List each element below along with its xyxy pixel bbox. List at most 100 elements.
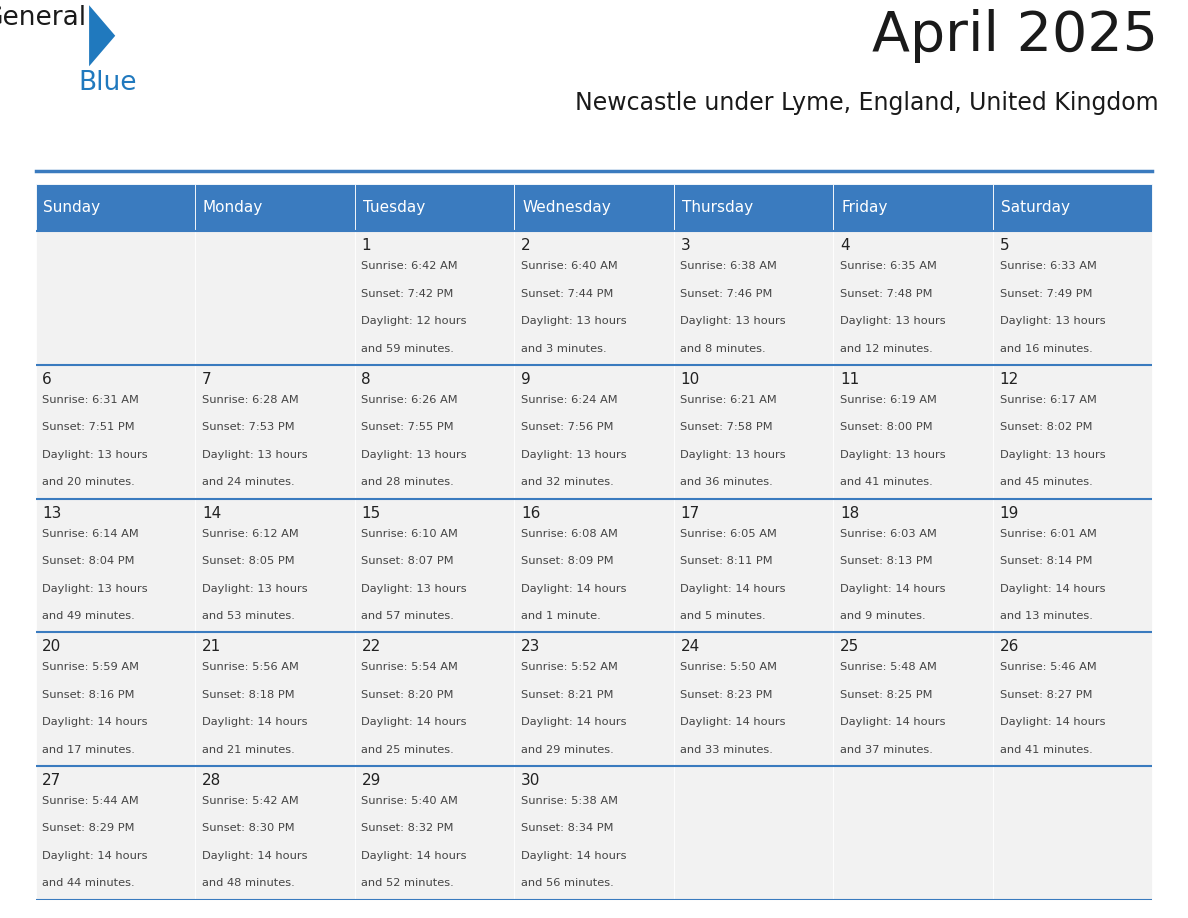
Text: 17: 17	[681, 506, 700, 521]
Text: Newcastle under Lyme, England, United Kingdom: Newcastle under Lyme, England, United Ki…	[575, 91, 1158, 115]
Text: Sunrise: 6:12 AM: Sunrise: 6:12 AM	[202, 529, 298, 539]
Bar	[993, 766, 1152, 900]
Text: Sunset: 8:23 PM: Sunset: 8:23 PM	[681, 689, 773, 700]
Text: Sunset: 8:25 PM: Sunset: 8:25 PM	[840, 689, 933, 700]
Text: and 20 minutes.: and 20 minutes.	[43, 477, 135, 487]
Text: 30: 30	[520, 773, 541, 789]
Text: Daylight: 13 hours: Daylight: 13 hours	[202, 584, 308, 594]
Text: Sunday: Sunday	[44, 200, 101, 215]
Text: 3: 3	[681, 239, 690, 253]
Text: 20: 20	[43, 640, 62, 655]
Text: Daylight: 14 hours: Daylight: 14 hours	[520, 717, 626, 727]
Text: Daylight: 13 hours: Daylight: 13 hours	[999, 316, 1105, 326]
Text: Daylight: 13 hours: Daylight: 13 hours	[361, 584, 467, 594]
Bar	[833, 365, 993, 498]
Text: and 37 minutes.: and 37 minutes.	[840, 744, 933, 755]
Text: Daylight: 13 hours: Daylight: 13 hours	[520, 450, 626, 460]
Text: Sunset: 8:20 PM: Sunset: 8:20 PM	[361, 689, 454, 700]
Text: Sunrise: 6:01 AM: Sunrise: 6:01 AM	[999, 529, 1097, 539]
Bar	[674, 633, 833, 766]
Text: and 3 minutes.: and 3 minutes.	[520, 343, 607, 353]
Text: Daylight: 14 hours: Daylight: 14 hours	[43, 851, 147, 861]
Text: Sunset: 8:14 PM: Sunset: 8:14 PM	[999, 556, 1092, 566]
Text: Sunset: 8:05 PM: Sunset: 8:05 PM	[202, 556, 295, 566]
Text: 13: 13	[43, 506, 62, 521]
Text: 16: 16	[520, 506, 541, 521]
Text: and 53 minutes.: and 53 minutes.	[202, 611, 295, 621]
Text: and 52 minutes.: and 52 minutes.	[361, 879, 454, 889]
Text: 26: 26	[999, 640, 1019, 655]
Text: Daylight: 14 hours: Daylight: 14 hours	[43, 717, 147, 727]
Text: Sunset: 8:29 PM: Sunset: 8:29 PM	[43, 823, 135, 834]
Text: 19: 19	[999, 506, 1019, 521]
Bar	[195, 498, 355, 633]
Text: Sunset: 7:48 PM: Sunset: 7:48 PM	[840, 289, 933, 299]
Text: Sunrise: 6:26 AM: Sunrise: 6:26 AM	[361, 395, 459, 405]
Text: Sunset: 7:49 PM: Sunset: 7:49 PM	[999, 289, 1092, 299]
Text: Daylight: 14 hours: Daylight: 14 hours	[202, 717, 308, 727]
Text: Sunset: 7:44 PM: Sunset: 7:44 PM	[520, 289, 613, 299]
Text: Daylight: 14 hours: Daylight: 14 hours	[520, 584, 626, 594]
Text: Sunrise: 5:40 AM: Sunrise: 5:40 AM	[361, 796, 459, 806]
Bar	[36, 365, 195, 498]
Text: and 24 minutes.: and 24 minutes.	[202, 477, 295, 487]
Bar	[674, 498, 833, 633]
Text: and 57 minutes.: and 57 minutes.	[361, 611, 454, 621]
Bar	[195, 231, 355, 365]
Text: Sunset: 8:30 PM: Sunset: 8:30 PM	[202, 823, 295, 834]
Text: Sunrise: 6:17 AM: Sunrise: 6:17 AM	[999, 395, 1097, 405]
Text: 5: 5	[999, 239, 1009, 253]
Text: Sunrise: 5:42 AM: Sunrise: 5:42 AM	[202, 796, 298, 806]
Text: and 44 minutes.: and 44 minutes.	[43, 879, 135, 889]
Text: and 48 minutes.: and 48 minutes.	[202, 879, 295, 889]
Text: Sunset: 8:02 PM: Sunset: 8:02 PM	[999, 422, 1092, 432]
Text: 24: 24	[681, 640, 700, 655]
Text: and 41 minutes.: and 41 minutes.	[999, 744, 1092, 755]
Text: Daylight: 13 hours: Daylight: 13 hours	[43, 584, 148, 594]
Bar	[355, 766, 514, 900]
Bar	[833, 766, 993, 900]
Bar	[993, 231, 1152, 365]
Text: 25: 25	[840, 640, 859, 655]
Bar	[355, 365, 514, 498]
Text: and 45 minutes.: and 45 minutes.	[999, 477, 1092, 487]
Text: Sunrise: 6:33 AM: Sunrise: 6:33 AM	[999, 262, 1097, 272]
Text: Daylight: 13 hours: Daylight: 13 hours	[840, 450, 946, 460]
Text: Sunrise: 6:19 AM: Sunrise: 6:19 AM	[840, 395, 937, 405]
Text: Sunset: 8:34 PM: Sunset: 8:34 PM	[520, 823, 613, 834]
Text: Sunset: 8:18 PM: Sunset: 8:18 PM	[202, 689, 295, 700]
Bar	[355, 633, 514, 766]
Text: 1: 1	[361, 239, 371, 253]
Text: Sunset: 7:53 PM: Sunset: 7:53 PM	[202, 422, 295, 432]
Bar	[833, 633, 993, 766]
Text: Sunset: 8:00 PM: Sunset: 8:00 PM	[840, 422, 933, 432]
Text: and 25 minutes.: and 25 minutes.	[361, 744, 454, 755]
Text: 6: 6	[43, 372, 52, 387]
Text: and 29 minutes.: and 29 minutes.	[520, 744, 614, 755]
Text: Sunrise: 6:05 AM: Sunrise: 6:05 AM	[681, 529, 777, 539]
Bar	[674, 184, 833, 231]
Bar	[195, 633, 355, 766]
Text: and 5 minutes.: and 5 minutes.	[681, 611, 766, 621]
Text: Daylight: 13 hours: Daylight: 13 hours	[202, 450, 308, 460]
Text: and 16 minutes.: and 16 minutes.	[999, 343, 1092, 353]
Text: and 28 minutes.: and 28 minutes.	[361, 477, 454, 487]
Bar	[674, 766, 833, 900]
Text: Sunset: 7:55 PM: Sunset: 7:55 PM	[361, 422, 454, 432]
Text: Daylight: 13 hours: Daylight: 13 hours	[999, 450, 1105, 460]
Bar	[674, 231, 833, 365]
Bar	[36, 766, 195, 900]
Text: Daylight: 14 hours: Daylight: 14 hours	[840, 717, 946, 727]
Text: Sunset: 7:58 PM: Sunset: 7:58 PM	[681, 422, 773, 432]
Text: Sunset: 8:11 PM: Sunset: 8:11 PM	[681, 556, 773, 566]
Text: Daylight: 13 hours: Daylight: 13 hours	[840, 316, 946, 326]
Text: Sunrise: 5:56 AM: Sunrise: 5:56 AM	[202, 663, 298, 672]
Text: and 33 minutes.: and 33 minutes.	[681, 744, 773, 755]
Text: and 9 minutes.: and 9 minutes.	[840, 611, 925, 621]
Bar	[833, 231, 993, 365]
Polygon shape	[89, 6, 115, 66]
Text: Sunrise: 5:59 AM: Sunrise: 5:59 AM	[43, 663, 139, 672]
Text: Sunrise: 5:52 AM: Sunrise: 5:52 AM	[520, 663, 618, 672]
Text: Sunrise: 6:24 AM: Sunrise: 6:24 AM	[520, 395, 618, 405]
Text: Sunrise: 6:38 AM: Sunrise: 6:38 AM	[681, 262, 777, 272]
